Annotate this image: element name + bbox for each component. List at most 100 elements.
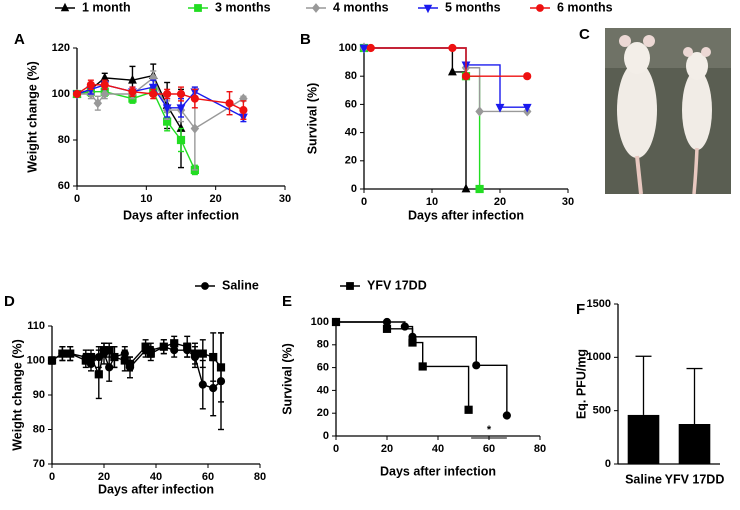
x-tick-label: 20 [210,193,222,205]
point [190,349,200,358]
point [198,349,207,358]
legend-marker [194,4,202,12]
x-tick-label: 80 [254,471,266,483]
survival-curve [370,47,528,77]
x-tick-label: 30 [562,196,574,208]
legend-label: 5 months [445,0,501,14]
x-axis-label: Days after infection [380,464,496,478]
y-tick-label: 100 [339,42,357,54]
y-axis-label: Weight change (%) [25,61,39,173]
x-tick-label: 60 [202,471,214,483]
annotation: * [487,424,492,436]
y-tick-label: 80 [317,339,329,351]
x-tick-label: 10 [426,196,438,208]
y-tick-label: 60 [345,98,357,110]
bar [627,414,660,464]
series-line [77,76,244,130]
x-tick-label: 40 [150,471,162,483]
y-tick-label: 0 [323,430,329,442]
photo [605,28,731,195]
point [110,352,119,362]
y-tick-label: 60 [58,180,70,192]
point [472,361,481,370]
point [105,346,114,355]
point [209,352,218,362]
point [58,349,67,358]
point [209,384,218,393]
point [176,89,186,99]
point [146,349,155,358]
point [366,43,375,53]
point [475,184,484,194]
series-line [76,84,244,111]
point [408,338,417,347]
point [86,80,95,89]
point [149,89,158,99]
y-axis-label: Eq. PFU/mg [574,349,588,419]
point [163,89,172,99]
y-axis-label: Survival (%) [305,83,319,155]
point [225,99,234,108]
legend-label: 6 months [557,0,613,14]
panel-label: D [4,293,15,310]
point [47,356,57,365]
x-tick-label: 20 [381,443,393,455]
y-tick-label: 0 [351,183,357,195]
point [159,342,168,351]
point [461,183,471,193]
y-tick-label: 100 [52,88,70,100]
point [100,88,109,100]
legend-marker [536,4,544,12]
legend-label: Saline [222,278,259,292]
point [128,87,137,96]
y-axis-label: Weight change (%) [10,339,24,451]
bar [678,424,711,464]
point [198,380,207,389]
legend-marker [423,4,433,14]
x-axis-label: Days after infection [408,208,524,222]
y-tick-label: 0 [605,458,611,470]
point [418,362,427,371]
y-tick-label: 70 [33,458,45,470]
y-tick-label: 100 [27,354,45,366]
point [461,72,471,81]
point [464,405,473,414]
x-tick-label: 0 [361,196,367,208]
y-tick-label: 40 [317,384,329,396]
x-tick-label: YFV 17DD [665,472,725,486]
point [128,74,137,84]
x-tick-label: 20 [494,196,506,208]
y-tick-label: 90 [33,389,45,401]
point [66,349,75,358]
point [176,135,186,145]
point [522,103,532,113]
y-tick-label: 1000 [587,351,611,363]
point [176,104,186,114]
point [148,83,158,93]
y-axis-label: Survival (%) [280,343,294,415]
legend-label: 1 month [82,0,131,14]
x-tick-label: 30 [279,193,291,205]
legend-marker [311,3,321,13]
x-tick-label: 20 [98,471,110,483]
panel-label: A [14,31,25,48]
panel-label: F [576,301,585,318]
x-tick-label: 0 [333,443,339,455]
panel-label: C [579,26,590,43]
point [190,123,200,134]
legend-label: YFV 17DD [367,278,427,292]
y-tick-label: 100 [311,316,329,328]
y-tick-label: 1500 [587,298,611,310]
point [448,43,457,53]
point [100,80,109,89]
point [447,66,457,76]
point [495,103,505,113]
x-tick-label: 80 [534,443,546,455]
point [382,324,392,333]
legend-label: 3 months [215,0,271,14]
point [216,363,226,372]
x-tick-label: 0 [74,193,80,205]
y-tick-label: 20 [345,155,357,167]
legend-label: 4 months [333,0,389,14]
